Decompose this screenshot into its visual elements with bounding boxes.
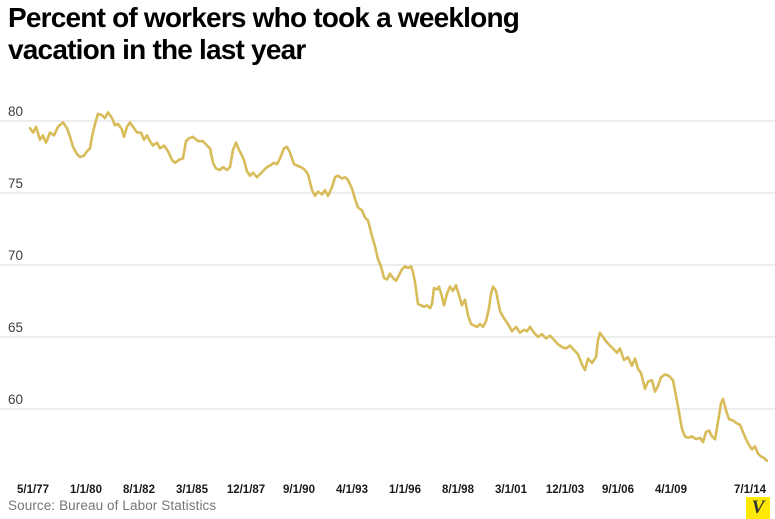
chart-title: Percent of workers who took a weeklong va…: [8, 2, 520, 67]
y-axis-label-65: 65: [8, 320, 23, 335]
y-axis-label-60: 60: [8, 392, 23, 407]
y-axis-label-75: 75: [8, 176, 23, 191]
x-axis-label-11: 9/1/06: [602, 484, 634, 496]
x-axis-label-10: 12/1/03: [546, 484, 584, 496]
x-axis-label-5: 9/1/90: [283, 484, 315, 496]
x-axis-label-8: 8/1/98: [442, 484, 475, 496]
vox-logo: V: [746, 497, 770, 519]
x-axis-label-13: 7/1/14: [734, 484, 767, 496]
x-axis-label-12: 4/1/09: [655, 484, 687, 496]
x-axis-label-9: 3/1/01: [495, 484, 528, 496]
x-axis-label-2: 8/1/82: [123, 484, 155, 496]
x-axis-label-4: 12/1/87: [227, 484, 265, 496]
trend-line: [28, 111, 769, 463]
x-axis-label-6: 4/1/93: [336, 484, 368, 496]
x-axis-label-0: 5/1/77: [17, 484, 49, 496]
vox-logo-letter: V: [751, 497, 765, 518]
x-axis-label-3: 3/1/85: [176, 484, 209, 496]
source-label: Source: Bureau of Labor Statistics: [8, 498, 217, 513]
x-axis-label-1: 1/1/80: [70, 484, 102, 496]
vacation-trend-line-chart: 60 65 70 75 80 5/1/77 1/1/80 8/1/82 3/1/85 12/1/8…: [0, 104, 775, 496]
y-axis-label-70: 70: [8, 248, 23, 263]
x-axis-label-7: 1/1/96: [389, 484, 421, 496]
chart-title-line2: vacation in the last year: [8, 34, 306, 66]
chart-title-line1: Percent of workers who took a weeklong: [8, 2, 520, 33]
y-axis-label-80: 80: [8, 104, 23, 119]
